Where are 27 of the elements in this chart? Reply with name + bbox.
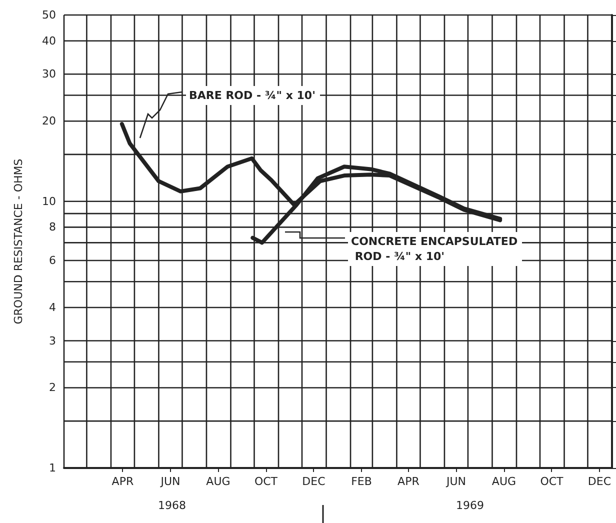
text: CONCRETE ENCAPSULATED ROD - ¾" x 10' xyxy=(351,235,518,263)
x-tick-label: FEB xyxy=(351,475,372,488)
y-tick-label: 30 xyxy=(42,68,56,81)
x-tick-label: JUN xyxy=(445,475,466,488)
x-tick-label: AUG xyxy=(206,475,230,488)
x-tick-label: JUN xyxy=(160,475,180,488)
y-tick-label: 1 xyxy=(49,462,56,474)
x-tick-label: APR xyxy=(112,475,134,488)
y-axis-title: GROUND RESISTANCE - OHMS xyxy=(12,158,25,324)
x-tick-label: DEC xyxy=(302,475,326,488)
text: 1968 xyxy=(158,499,186,512)
text: BARE ROD - ¾" x 10' xyxy=(189,89,316,102)
x-tick-label: AUG xyxy=(492,475,516,488)
x-tick-label: APR xyxy=(398,475,420,488)
y-tick-label: 3 xyxy=(49,334,56,348)
y-tick-label: 20 xyxy=(42,114,56,128)
y-tick-label: 2 xyxy=(49,381,56,394)
y-tick-label: 10 xyxy=(42,194,56,208)
y-tick-label: 4 xyxy=(49,300,56,314)
x-tick-label: DEC xyxy=(588,475,612,488)
y-tick-label: 8 xyxy=(49,220,56,234)
x-tick-label: OCT xyxy=(254,475,278,488)
y-tick-label: 6 xyxy=(49,254,56,268)
x-tick-label: OCT xyxy=(540,475,564,488)
text: 1969 xyxy=(456,499,484,512)
y-tick-label: 40 xyxy=(42,34,56,48)
y-tick-label: 50 xyxy=(42,8,56,22)
